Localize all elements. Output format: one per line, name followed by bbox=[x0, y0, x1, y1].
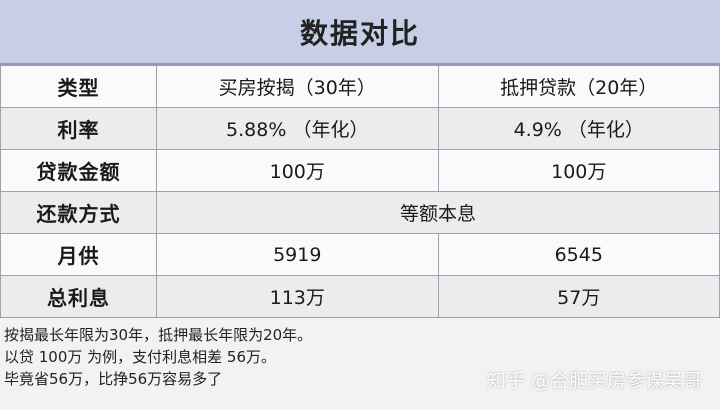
cell-merged: 等额本息 bbox=[156, 191, 720, 234]
row-label: 类型 bbox=[0, 65, 157, 108]
cell-secured-loan: 100万 bbox=[437, 149, 720, 192]
notes: 按揭最长年限为30年，抵押最长年限为20年。 以贷 100万 为例，支付利息相差… bbox=[4, 324, 704, 390]
cell-secured-loan: 6545 bbox=[437, 233, 720, 276]
table-row-monthly: 月供 5919 6545 bbox=[0, 233, 720, 276]
cell-mortgage: 买房按揭（30年） bbox=[156, 65, 439, 108]
table-row-amount: 贷款金额 100万 100万 bbox=[0, 149, 720, 192]
note-line: 按揭最长年限为30年，抵押最长年限为20年。 bbox=[4, 326, 313, 344]
note-line: 以贷 100万 为例，支付利息相差 56万。 bbox=[4, 348, 277, 366]
table-row-interest: 总利息 113万 57万 bbox=[0, 275, 720, 318]
row-label: 月供 bbox=[0, 233, 157, 276]
cell-secured-loan: 57万 bbox=[437, 275, 720, 318]
cell-secured-loan: 4.9% （年化） bbox=[437, 107, 720, 150]
row-label: 还款方式 bbox=[0, 191, 157, 234]
row-label: 利率 bbox=[0, 107, 157, 150]
cell-mortgage: 5.88% （年化） bbox=[156, 107, 439, 150]
comparison-table: 类型 买房按揭（30年） 抵押贷款（20年） 利率 5.88% （年化） 4.9… bbox=[0, 65, 720, 318]
title-bar: 数据对比 bbox=[0, 0, 720, 65]
cell-secured-loan: 抵押贷款（20年） bbox=[437, 65, 720, 108]
row-label: 贷款金额 bbox=[0, 149, 157, 192]
cell-mortgage: 100万 bbox=[156, 149, 439, 192]
cell-mortgage: 5919 bbox=[156, 233, 439, 276]
table-row-rate: 利率 5.88% （年化） 4.9% （年化） bbox=[0, 107, 720, 150]
table-row-repayment: 还款方式 等额本息 bbox=[0, 191, 720, 234]
row-label: 总利息 bbox=[0, 275, 157, 318]
note-line: 毕竟省56万，比挣56万容易多了 bbox=[4, 370, 223, 388]
document-title: 数据对比 bbox=[299, 16, 420, 50]
cell-mortgage: 113万 bbox=[156, 275, 439, 318]
watermark: 知乎 @合肥买房参谋吴哥 bbox=[486, 370, 702, 392]
table-row-type: 类型 买房按揭（30年） 抵押贷款（20年） bbox=[0, 65, 720, 108]
